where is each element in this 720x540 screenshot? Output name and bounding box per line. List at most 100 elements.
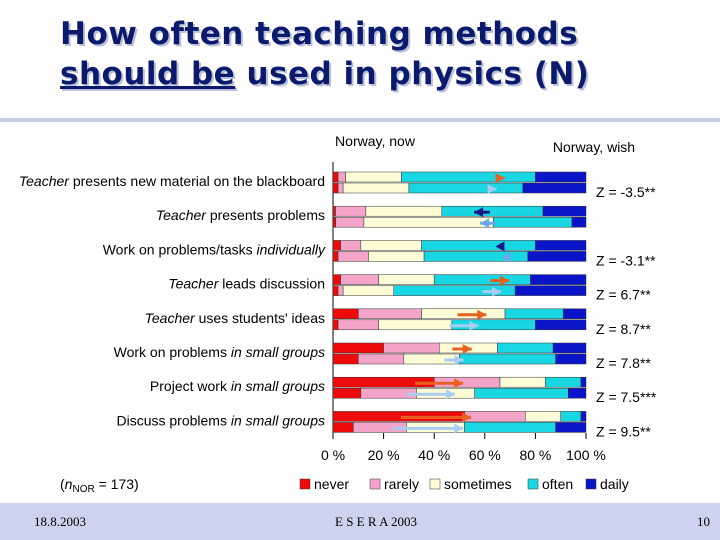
bar-segment-now-rarely (335, 205, 367, 217)
bar-segment-wish-sometimes (378, 319, 453, 331)
bar-segment-wish-daily (514, 285, 587, 296)
bar-segment-now-daily (562, 308, 587, 320)
category-label-part: in small groups (231, 378, 325, 394)
bar-segment-now-never (332, 240, 341, 251)
category-label-part: Work on problems/tasks (103, 241, 257, 257)
mean-shift-arrow-dark-head (454, 378, 464, 389)
x-tick-label: 0 % (321, 447, 345, 463)
legend-label-often: often (542, 476, 573, 492)
bar-segment-wish-never (332, 353, 359, 365)
bar-segment-wish-sometimes (342, 285, 394, 296)
x-tick-label: 60 % (469, 447, 501, 463)
x-tick-label: 40 % (418, 447, 450, 463)
legend-swatch-rarely (369, 478, 381, 490)
bar-segment-wish-never (332, 319, 339, 331)
mean-shift-arrow-dark-head (477, 309, 487, 320)
bar-segment-now-often (504, 308, 564, 320)
bar-segment-wish-rarely (337, 251, 369, 262)
sample-size-note: (nNOR = 173) (60, 476, 139, 495)
sample-size-note-part: NOR (72, 484, 94, 495)
legend-swatch-often (527, 478, 539, 490)
legend-label-rarely: rarely (384, 476, 419, 492)
bar-segment-wish-never (332, 285, 339, 296)
bar-segment-wish-never (332, 182, 339, 194)
legend-label-never: never (314, 476, 349, 492)
bar-segment-wish-daily (535, 319, 587, 331)
bar-segment-now-daily (580, 376, 587, 388)
z-score-label: Z = 7.5*** (596, 389, 657, 405)
bar-segment-wish-daily (555, 353, 587, 365)
slide-title: How often teaching methods should be use… (60, 14, 710, 94)
legend-label-sometimes: sometimes (444, 476, 512, 492)
bar-segment-now-sometimes (345, 171, 402, 183)
mean-shift-arrow-dark-head (495, 173, 505, 183)
category-label: Project work in small groups (150, 378, 325, 394)
legend-label-daily: daily (600, 476, 629, 492)
bar-segment-now-often (560, 411, 582, 422)
category-label-part: Teacher (19, 173, 70, 189)
category-label-part: Teacher (168, 276, 219, 292)
sample-size-note-part: n (65, 476, 73, 492)
mean-shift-arrow-dark-head (495, 241, 505, 252)
bar-segment-now-often (421, 240, 536, 251)
bar-segment-wish-never (332, 387, 362, 399)
bar-segment-now-rarely (340, 274, 379, 285)
category-label: Teacher leads discussion (168, 276, 325, 292)
bar-segment-now-rarely (358, 308, 422, 320)
category-label: Teacher presents new material on the bla… (19, 173, 325, 189)
legend-swatch-sometimes (429, 478, 441, 490)
category-label: Work on problems in small groups (114, 344, 325, 360)
category-label-part: uses students' ideas (195, 310, 325, 326)
bar-segment-wish-rarely (358, 353, 405, 365)
title-rest: used in physics (N) (235, 56, 590, 92)
mean-shift-arrow-light-head (454, 423, 464, 434)
bar-segment-now-rarely (340, 240, 362, 251)
bar-segment-now-often (441, 205, 544, 217)
bar-segment-now-often (545, 376, 582, 388)
bar-segment-now-never (332, 274, 341, 285)
sample-size-note-part: ( (60, 476, 65, 492)
bar-segment-now-never (332, 342, 384, 354)
category-label: Teacher uses students' ideas (145, 310, 325, 326)
category-label-part: leads discussion (218, 276, 325, 292)
mean-shift-arrow-dark-head (462, 344, 472, 354)
mean-shift-arrow-light-head (501, 252, 511, 263)
category-label-part: Discuss problems (116, 412, 230, 428)
footer-center: E S E R A 2003 (335, 514, 417, 529)
mean-shift-arrow-dark-head (462, 412, 472, 423)
x-tick-label: 80 % (519, 447, 551, 463)
category-label-part: individually (257, 241, 326, 257)
mean-shift-arrow-dark-head (500, 275, 510, 286)
bar-segment-now-daily (580, 411, 587, 422)
bar-segment-wish-daily (571, 216, 587, 228)
column-label-wish: Norway, wish (553, 139, 635, 155)
mean-shift-arrow-dark-head (474, 207, 484, 218)
bar-segment-now-rarely (337, 171, 346, 183)
bar-segment-wish-daily (555, 422, 587, 433)
title-line-1: How often teaching methods (60, 16, 579, 52)
bar-segment-wish-rarely (337, 319, 379, 331)
bar-segment-wish-daily (522, 182, 587, 194)
bar-segment-wish-often (423, 251, 529, 262)
bar-segment-wish-sometimes (342, 182, 410, 194)
legend-swatch-daily (585, 478, 597, 490)
z-score-label: Z = -3.1** (596, 252, 656, 268)
footer-date: 18.8.2003 (34, 514, 86, 529)
bar-segment-now-rarely (464, 411, 526, 422)
bar-segment-wish-often (459, 353, 556, 365)
x-tick-label: 100 % (566, 447, 606, 463)
bar-segment-wish-never (332, 216, 337, 228)
bar-segment-now-never (332, 205, 336, 217)
mean-shift-arrow-light-head (492, 286, 502, 297)
bar-segment-now-daily (535, 171, 587, 183)
sample-size-note-part: = 173) (95, 476, 139, 492)
bar-segment-now-often (433, 274, 531, 285)
bar-segment-now-never (332, 171, 339, 183)
title-underlined: should be (60, 56, 236, 92)
bar-segment-now-daily (542, 205, 587, 217)
category-label-part: in small groups (231, 344, 325, 360)
mean-shift-arrow-light-head (454, 355, 464, 365)
bar-segment-now-sometimes (499, 376, 546, 388)
bar-segment-wish-often (464, 422, 556, 433)
category-label-part: presents new material on the blackboard (69, 173, 325, 189)
